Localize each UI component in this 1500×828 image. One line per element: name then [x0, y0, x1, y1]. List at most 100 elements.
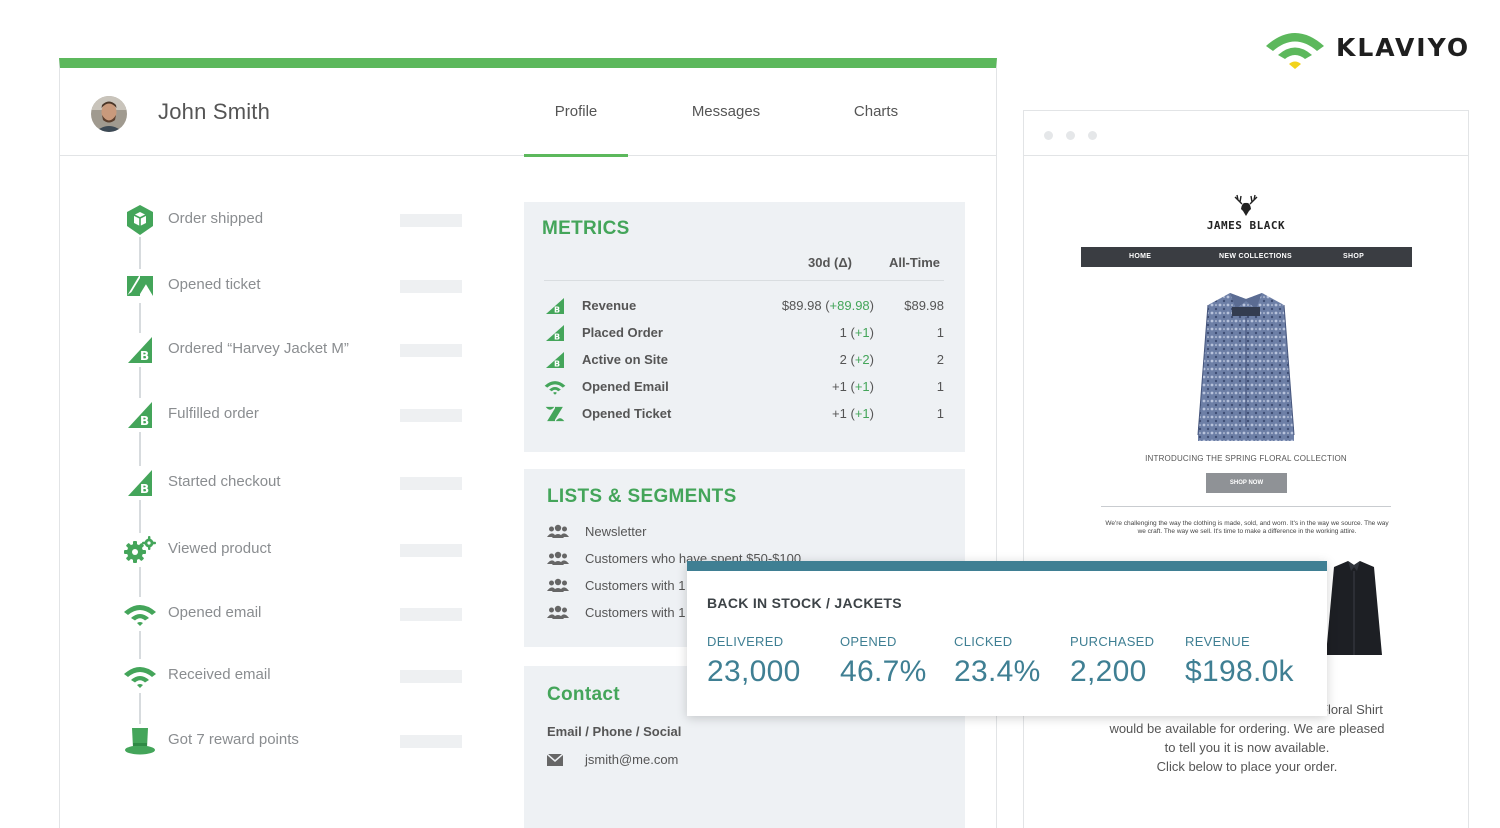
list-item[interactable]: Newsletter — [547, 521, 947, 543]
metrics-row-active-on-site[interactable]: B Active on Site 2 (+2) 2 — [544, 349, 944, 371]
users-group-icon — [547, 605, 569, 619]
bigcommerce-icon: B — [544, 351, 566, 369]
list-name: Customers with 1 — [585, 605, 686, 620]
metrics-row-opened-email[interactable]: Opened Email +1 (+1) 1 — [544, 376, 944, 398]
klaviyo-wifi-icon — [120, 597, 160, 631]
tab-messages[interactable]: Messages — [691, 103, 761, 120]
window-dot — [1066, 131, 1075, 140]
timeline-item-order-shipped[interactable]: Order shipped — [120, 200, 490, 240]
timeline-label: Started checkout — [168, 473, 281, 490]
metric-30d-value: +1 (+1) — [832, 379, 874, 394]
stat-label: DELIVERED — [707, 634, 784, 649]
email-shop-now-button[interactable]: SHOP NOW — [1206, 473, 1287, 493]
timeline-placeholder-bar — [400, 670, 462, 683]
list-name: Customers with 1 — [585, 578, 686, 593]
metric-name: Active on Site — [582, 352, 668, 367]
contact-email[interactable]: jsmith@me.com — [585, 752, 679, 767]
bigcommerce-icon: B — [120, 333, 160, 367]
klaviyo-wifi-logo-icon — [1266, 33, 1324, 69]
metric-all-time: 1 — [936, 379, 944, 394]
metrics-card: METRICS 30d (Δ) All-Time B Revenue $89.9… — [524, 202, 965, 452]
metric-delta: +89.98 — [829, 298, 870, 313]
email-intro-text: INTRODUCING THE SPRING FLORAL COLLECTION — [1145, 454, 1347, 463]
avatar-image — [91, 96, 127, 132]
timeline-item-reward-points[interactable]: Got 7 reward points — [120, 721, 490, 761]
timeline-item-viewed-product[interactable]: Viewed product — [120, 530, 490, 570]
metric-name: Placed Order — [582, 325, 663, 340]
email-notice-text: Floral Shirt would be available for orde… — [1082, 700, 1412, 776]
email-nav-new-collections[interactable]: NEW COLLECTIONS — [1219, 253, 1292, 260]
campaign-stats-card[interactable]: BACK IN STOCK / JACKETS DELIVERED 23,000… — [687, 561, 1327, 716]
email-preview-window: JAMES BLACK HOME NEW COLLECTIONS SHOP — [1023, 110, 1469, 828]
window-dot — [1044, 131, 1053, 140]
klaviyo-logo: KLAVIYO — [1262, 24, 1470, 70]
active-tab-indicator — [524, 154, 628, 157]
timeline-label: Fulfilled order — [168, 405, 259, 422]
timeline-item-started-checkout[interactable]: B Started checkout — [120, 463, 490, 503]
stat-clicked: CLICKED 23.4% — [954, 634, 1041, 689]
users-group-icon — [547, 524, 569, 538]
bigcommerce-icon: B — [120, 466, 160, 500]
email-body-text: We're challenging the way the clothing i… — [1105, 520, 1389, 535]
timeline-placeholder-bar — [400, 214, 462, 227]
stat-delivered: DELIVERED 23,000 — [707, 634, 801, 689]
timeline-label: Ordered “Harvey Jacket M” — [168, 340, 349, 357]
metric-30d-value: 1 (+1) — [839, 325, 874, 340]
profile-header: John Smith Profile Messages Charts — [60, 68, 996, 157]
svg-text:B: B — [140, 349, 149, 363]
stat-label: CLICKED — [954, 634, 1013, 649]
dark-shirt-image — [1326, 561, 1382, 655]
metric-all-time: 1 — [936, 325, 944, 340]
svg-text:B: B — [554, 306, 560, 315]
metrics-row-opened-ticket[interactable]: Opened Ticket +1 (+1) 1 — [544, 403, 944, 425]
timeline-item-received-email[interactable]: Received email — [120, 656, 490, 696]
bigcommerce-icon: B — [544, 324, 566, 342]
metric-delta: +2 — [854, 352, 870, 367]
list-item[interactable]: Customers with 1 — [547, 602, 947, 624]
metric-all-time: $89.98 — [904, 298, 944, 313]
timeline-item-opened-ticket[interactable]: Opened ticket — [120, 266, 490, 306]
timeline-label: Viewed product — [168, 540, 272, 557]
timeline-item-opened-email[interactable]: Opened email — [120, 594, 490, 634]
email-notice-line: Floral Shirt — [1320, 702, 1383, 717]
floral-shirt-image — [1197, 293, 1295, 441]
tab-profile[interactable]: Profile — [554, 103, 598, 120]
timeline-item-ordered-jacket[interactable]: B Ordered “Harvey Jacket M” — [120, 330, 490, 370]
zendesk-icon — [120, 269, 160, 303]
shopify-bag-icon — [120, 203, 160, 237]
email-nav-shop[interactable]: SHOP — [1343, 253, 1365, 260]
metric-name: Opened Ticket — [582, 406, 672, 421]
lists-title: LISTS & SEGMENTS — [547, 486, 737, 507]
svg-text:B: B — [140, 482, 149, 496]
timeline-placeholder-bar — [400, 608, 462, 621]
metrics-row-revenue[interactable]: B Revenue $89.98 (+89.98) $89.98 — [544, 295, 944, 317]
stat-value: 2,200 — [1070, 655, 1147, 688]
contact-title: Contact — [547, 684, 620, 705]
list-name: Newsletter — [585, 524, 647, 539]
stat-value: $198.0k — [1185, 655, 1294, 688]
email-nav-home[interactable]: HOME — [1129, 253, 1152, 260]
timeline-placeholder-bar — [400, 477, 462, 490]
metrics-title: METRICS — [542, 218, 630, 239]
stat-revenue: REVENUE $198.0k — [1185, 634, 1294, 689]
metrics-row-placed-order[interactable]: B Placed Order 1 (+1) 1 — [544, 322, 944, 344]
svg-text:B: B — [554, 333, 560, 342]
metric-name: Revenue — [582, 298, 637, 313]
tab-charts[interactable]: Charts — [853, 103, 899, 120]
metrics-divider — [544, 280, 944, 281]
timeline-item-fulfilled-order[interactable]: B Fulfilled order — [120, 395, 490, 435]
timeline-label: Received email — [168, 666, 271, 683]
timeline-placeholder-bar — [400, 280, 462, 293]
metric-name: Opened Email — [582, 379, 669, 394]
top-hat-icon — [120, 724, 160, 758]
stat-value: 23.4% — [954, 655, 1041, 688]
list-item[interactable]: Customers with 1 — [547, 575, 947, 597]
contact-subtitle: Email / Phone / Social — [547, 724, 682, 739]
timeline-label: Opened email — [168, 604, 262, 621]
svg-text:B: B — [554, 360, 560, 369]
bigcommerce-icon: B — [544, 297, 566, 315]
email-brand-name: JAMES BLACK — [1206, 219, 1286, 232]
timeline-placeholder-bar — [400, 409, 462, 422]
metric-30d-value: 2 (+2) — [839, 352, 874, 367]
email-notice-line: Click below to place your order. — [1156, 759, 1338, 774]
